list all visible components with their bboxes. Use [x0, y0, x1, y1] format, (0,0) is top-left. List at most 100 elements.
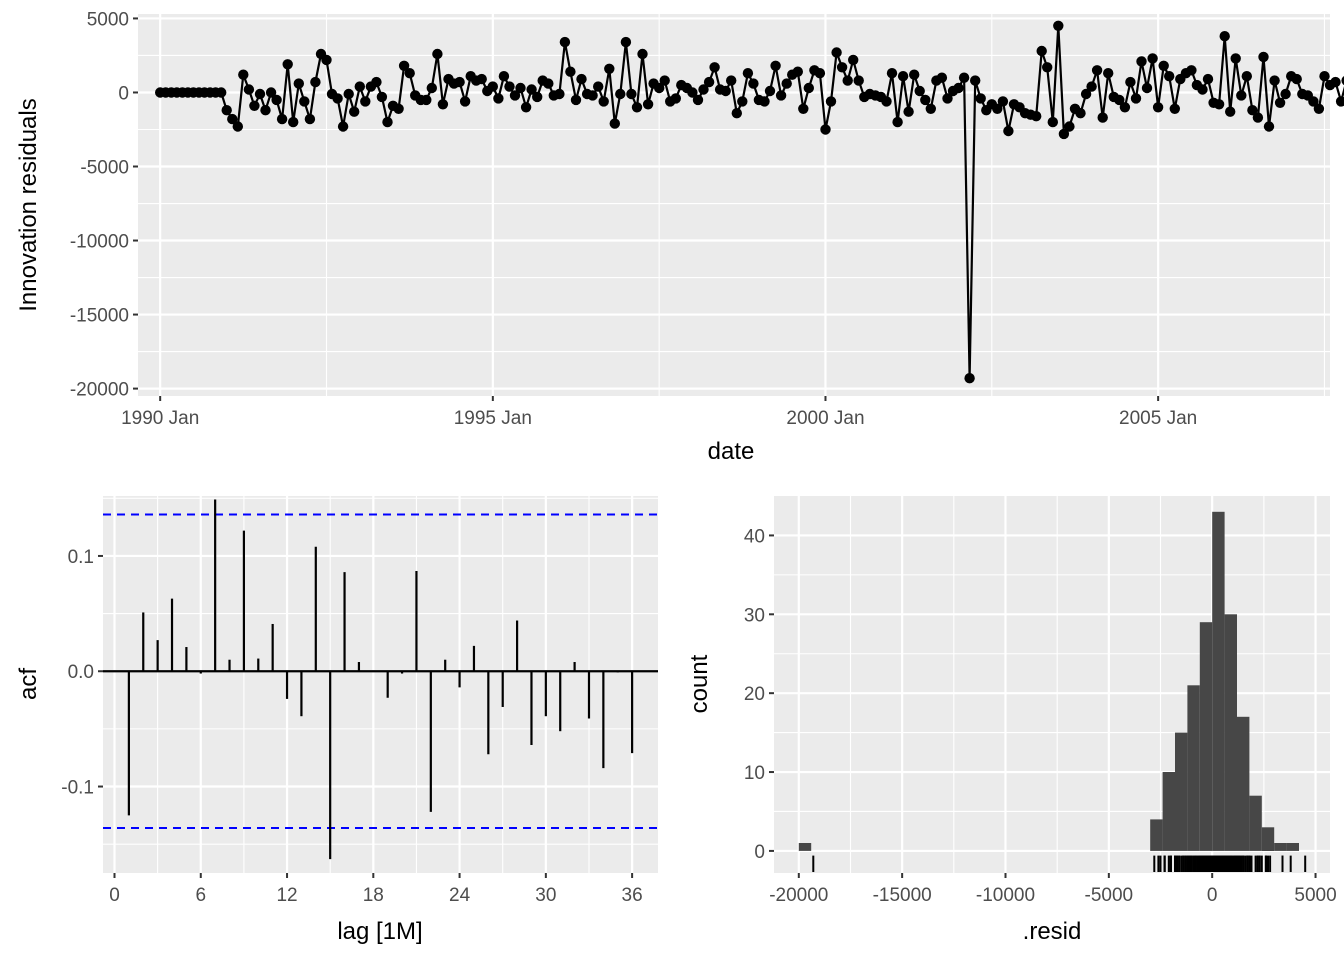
residuals-point: [1114, 94, 1125, 106]
residuals-point: [1086, 81, 1097, 92]
residuals-point: [820, 124, 831, 135]
residuals-point: [1269, 75, 1280, 86]
residuals-point: [842, 75, 853, 86]
residuals-y-axis-title: Innovation residuals: [15, 98, 42, 311]
residuals-point: [853, 75, 864, 86]
histogram-bar: [1286, 843, 1299, 851]
residuals-point: [1164, 71, 1175, 82]
residuals-point: [1136, 56, 1147, 67]
residuals-point: [1280, 88, 1291, 100]
residuals-y-tick-label: -10000: [70, 232, 129, 253]
acf-x-axis-title: lag [1M]: [337, 918, 422, 945]
residuals-point: [1308, 96, 1319, 107]
residuals-x-tick-label: 2005 Jan: [1119, 408, 1197, 429]
residuals-point: [337, 121, 349, 132]
residuals-point: [1258, 51, 1269, 63]
residuals-point: [216, 87, 227, 98]
residuals-point: [831, 47, 842, 58]
residuals-point: [1053, 20, 1064, 31]
residuals-point: [1247, 105, 1258, 116]
residuals-point: [748, 78, 759, 89]
residuals-point: [1335, 96, 1344, 107]
histogram-x-tick-label: -20000: [769, 885, 828, 906]
residuals-point: [304, 113, 316, 125]
residuals-point: [576, 73, 587, 85]
acf-y-axis-title: acf: [15, 668, 42, 700]
residuals-point: [321, 54, 332, 66]
residuals-y-ticks: 5000 0 -5000 -10000 -15000 -20000: [70, 9, 138, 401]
residuals-point: [371, 76, 382, 88]
acf-x-tick-label: 36: [622, 885, 643, 906]
residuals-point: [770, 60, 781, 71]
residuals-point: [1263, 121, 1275, 132]
residuals-point: [437, 99, 449, 110]
acf-x-tick-label: 6: [195, 885, 206, 906]
residuals-point: [543, 78, 554, 89]
residuals-y-tick-label: -15000: [70, 306, 129, 327]
residuals-point: [221, 105, 232, 116]
histogram-x-tick-label: -5000: [1085, 885, 1134, 906]
histogram-bar: [798, 843, 812, 851]
residuals-point: [992, 103, 1003, 115]
histogram-bar: [1199, 622, 1213, 851]
residuals-point: [814, 68, 826, 79]
residuals-point: [836, 62, 848, 73]
residuals-point: [720, 85, 731, 97]
residuals-y-tick-label: -20000: [70, 380, 129, 401]
residuals-point: [709, 62, 720, 73]
acf-x-tick-label: 0: [109, 885, 120, 906]
residuals-point: [421, 94, 432, 106]
residuals-point: [997, 96, 1009, 107]
histogram-y-axis-title: count: [686, 654, 713, 713]
residuals-point: [742, 68, 754, 79]
residuals-point: [1147, 53, 1158, 64]
residuals-point: [310, 76, 321, 88]
residuals-point: [454, 76, 465, 88]
residuals-point: [1213, 99, 1225, 110]
histogram-bar: [1162, 772, 1175, 851]
residuals-point: [970, 75, 981, 86]
acf-x-ticks: 0 6 12 18 24 30 36: [109, 873, 643, 906]
acf-y-tick-label: -0.1: [61, 778, 94, 799]
residuals-point: [260, 105, 271, 116]
histogram-x-tick-label: -10000: [976, 885, 1035, 906]
histogram-bar: [1175, 732, 1188, 851]
residuals-point: [942, 93, 953, 104]
residuals-point: [1031, 111, 1042, 122]
residuals-point: [803, 82, 814, 94]
residuals-point: [792, 66, 803, 77]
residuals-point: [360, 96, 371, 107]
histogram-y-ticks: 0 10 20 30 40: [744, 526, 774, 863]
residuals-point: [265, 87, 277, 98]
acf-panel: 0.1 0.0 -0.1 0 6 12 18 24 30 36 lag [1M] acf: [15, 496, 658, 945]
residuals-point: [1091, 65, 1103, 76]
histogram-panel: 0 10 20 30 40 -20000 -15000 -10000 -5000 0 5000 .…: [686, 496, 1337, 945]
residuals-point: [587, 90, 598, 101]
residuals-point: [565, 66, 576, 77]
residuals-point: [276, 113, 288, 125]
residuals-point: [243, 84, 255, 95]
residuals-point: [631, 102, 643, 113]
residuals-point: [1003, 125, 1014, 137]
residuals-series: [155, 20, 1344, 384]
residuals-y-tick-label: 5000: [87, 9, 129, 30]
acf-x-tick-label: 24: [449, 885, 471, 906]
acf-y-tick-label: 0.0: [68, 662, 94, 683]
residuals-point: [654, 82, 665, 94]
acf-series: [103, 499, 658, 860]
residuals-point: [1130, 93, 1142, 104]
residuals-point: [376, 91, 388, 103]
histogram-bar: [1150, 819, 1163, 851]
residuals-point: [288, 116, 299, 128]
residuals-point: [781, 78, 792, 89]
residuals-point: [642, 99, 654, 110]
histogram-bar: [1261, 827, 1275, 851]
residuals-point: [432, 48, 443, 60]
residuals-point: [886, 68, 898, 79]
residuals-point: [598, 96, 609, 107]
residuals-point: [726, 75, 737, 86]
residuals-y-tick-label: -5000: [80, 158, 129, 179]
residuals-point: [1042, 62, 1053, 73]
residuals-point: [1125, 76, 1136, 88]
